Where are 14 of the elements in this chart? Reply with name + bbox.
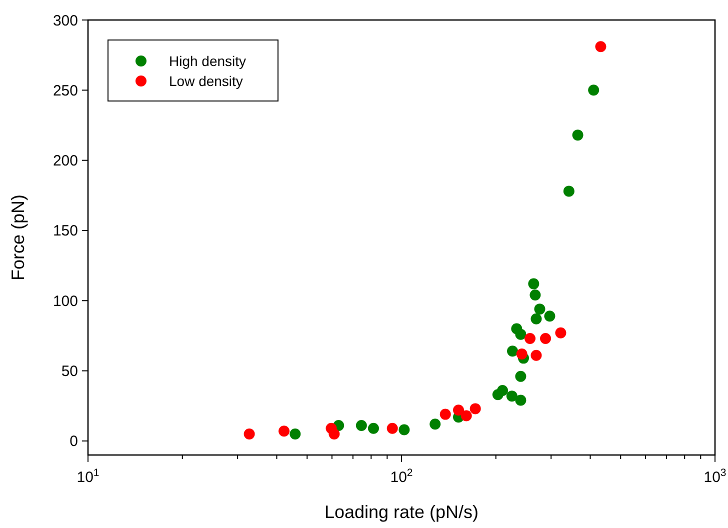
y-tick-label: 100 [52,292,78,310]
y-tick-label: 50 [61,363,78,380]
legend-label: Low density [169,73,243,89]
y-tick-label: 200 [52,152,78,170]
y-tick-label: 250 [52,82,78,100]
y-tick-label: 150 [52,222,78,240]
x-tick-label: 10$^{1}$ [76,467,100,486]
y-tick-label: 0 [70,433,78,450]
legend-label: High density [169,53,246,69]
x-axis-title: Loading rate (pN/s) [324,502,479,522]
y-axis-title: Force (pN) [8,194,28,281]
y-tick-label: 300 [52,12,78,30]
x-tick-label: 10$^{2}$ [390,467,413,486]
x-tick-label: 10$^{3}$ [704,467,726,486]
